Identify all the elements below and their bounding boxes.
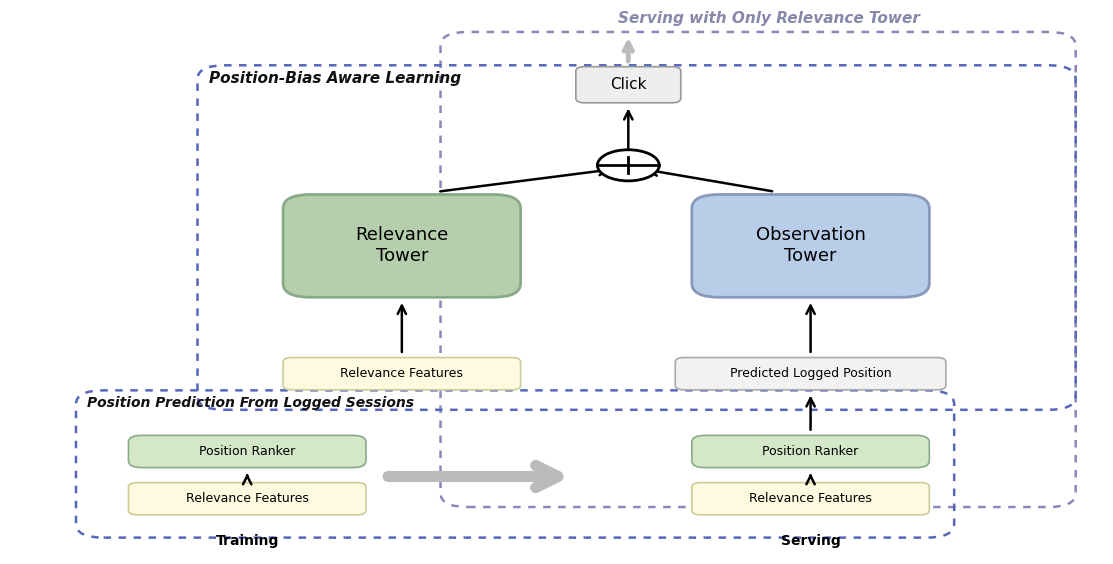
Text: Serving with Only Relevance Tower: Serving with Only Relevance Tower bbox=[618, 11, 920, 27]
Text: Position-Bias Aware Learning: Position-Bias Aware Learning bbox=[208, 71, 461, 86]
FancyBboxPatch shape bbox=[692, 195, 929, 297]
FancyBboxPatch shape bbox=[575, 67, 681, 103]
FancyBboxPatch shape bbox=[692, 483, 929, 515]
Text: Relevance
Tower: Relevance Tower bbox=[355, 227, 449, 265]
Text: Position Ranker: Position Ranker bbox=[762, 445, 859, 458]
Text: Position Prediction From Logged Sessions: Position Prediction From Logged Sessions bbox=[87, 396, 414, 410]
FancyBboxPatch shape bbox=[676, 358, 946, 390]
Text: Relevance Features: Relevance Features bbox=[186, 492, 308, 505]
Text: Relevance Features: Relevance Features bbox=[749, 492, 871, 505]
FancyBboxPatch shape bbox=[128, 483, 366, 515]
FancyBboxPatch shape bbox=[128, 435, 366, 468]
FancyBboxPatch shape bbox=[283, 195, 521, 297]
Text: Training: Training bbox=[216, 534, 279, 548]
Circle shape bbox=[598, 150, 659, 181]
Text: Serving: Serving bbox=[780, 534, 840, 548]
Text: Observation
Tower: Observation Tower bbox=[756, 227, 866, 265]
Text: Click: Click bbox=[610, 77, 647, 92]
FancyBboxPatch shape bbox=[283, 358, 521, 390]
FancyBboxPatch shape bbox=[692, 435, 929, 468]
Text: Position Ranker: Position Ranker bbox=[199, 445, 295, 458]
Text: Relevance Features: Relevance Features bbox=[341, 367, 463, 380]
Text: Predicted Logged Position: Predicted Logged Position bbox=[730, 367, 892, 380]
